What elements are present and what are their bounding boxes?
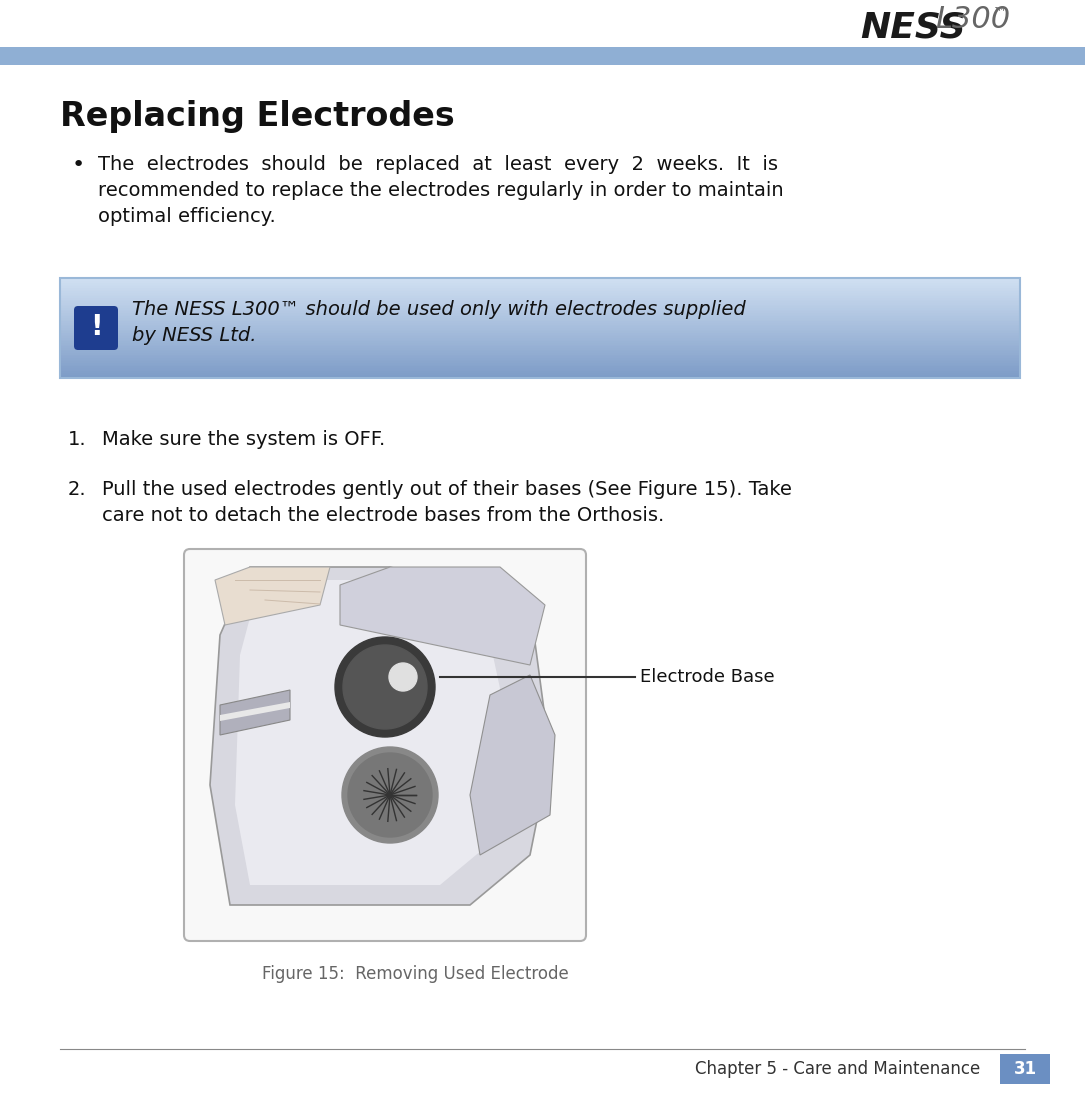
Bar: [60, 299, 1020, 302]
Bar: [60, 342, 1020, 345]
Bar: [60, 297, 1020, 299]
Bar: [60, 341, 1020, 344]
Circle shape: [342, 746, 438, 843]
Polygon shape: [220, 690, 290, 735]
Bar: [60, 359, 1020, 361]
Text: The  electrodes  should  be  replaced  at  least  every  2  weeks.  It  is: The electrodes should be replaced at lea…: [98, 155, 778, 174]
Bar: [60, 303, 1020, 305]
Bar: [60, 364, 1020, 367]
Bar: [60, 294, 1020, 296]
Bar: [60, 287, 1020, 290]
Bar: [60, 296, 1020, 298]
Bar: [60, 323, 1020, 325]
Text: •: •: [72, 155, 86, 175]
Bar: [60, 306, 1020, 308]
Bar: [0, 47, 1085, 65]
Bar: [60, 277, 1020, 280]
Text: NESS: NESS: [860, 10, 966, 44]
Circle shape: [348, 753, 432, 837]
Bar: [60, 351, 1020, 353]
Bar: [60, 327, 1020, 329]
Circle shape: [390, 663, 417, 691]
Bar: [60, 281, 1020, 283]
Text: 1.: 1.: [68, 430, 87, 449]
Bar: [60, 366, 1020, 368]
Bar: [60, 374, 1020, 377]
Bar: [1000, 1054, 1050, 1084]
Bar: [60, 335, 1020, 336]
Bar: [60, 286, 1020, 288]
Bar: [60, 333, 1020, 335]
Bar: [60, 301, 1020, 303]
Text: recommended to replace the electrodes regularly in order to maintain: recommended to replace the electrodes re…: [98, 181, 783, 200]
Text: care not to detach the electrode bases from the Orthosis.: care not to detach the electrode bases f…: [102, 506, 664, 525]
Bar: [60, 310, 1020, 313]
Text: Replacing Electrodes: Replacing Electrodes: [60, 100, 455, 133]
Bar: [60, 345, 1020, 347]
Bar: [60, 293, 1020, 295]
Text: Make sure the system is OFF.: Make sure the system is OFF.: [102, 430, 385, 449]
Bar: [60, 307, 1020, 309]
Polygon shape: [235, 580, 510, 885]
Polygon shape: [340, 567, 545, 665]
Text: 2.: 2.: [68, 480, 87, 499]
Bar: [60, 320, 1020, 323]
Polygon shape: [210, 567, 550, 905]
Bar: [60, 309, 1020, 312]
Bar: [60, 352, 1020, 355]
Bar: [60, 291, 1020, 293]
Text: by NESS Ltd.: by NESS Ltd.: [132, 326, 256, 345]
Bar: [60, 358, 1020, 360]
Text: The NESS L300™ should be used only with electrodes supplied: The NESS L300™ should be used only with …: [132, 299, 745, 319]
Bar: [60, 375, 1020, 378]
Bar: [60, 346, 1020, 348]
Bar: [60, 356, 1020, 358]
Bar: [60, 316, 1020, 318]
Text: !: !: [90, 313, 102, 341]
Bar: [60, 304, 1020, 306]
Bar: [60, 324, 1020, 326]
Bar: [60, 371, 1020, 373]
Bar: [60, 349, 1020, 351]
Bar: [60, 280, 1020, 282]
Bar: [60, 338, 1020, 340]
Bar: [60, 290, 1020, 292]
Bar: [60, 283, 1020, 285]
Polygon shape: [215, 567, 330, 625]
Text: 31: 31: [1013, 1060, 1036, 1078]
Bar: [60, 361, 1020, 363]
Text: Electrode Base: Electrode Base: [640, 668, 775, 686]
Bar: [60, 336, 1020, 338]
Bar: [60, 348, 1020, 350]
Text: ™: ™: [993, 6, 1007, 19]
Text: Pull the used electrodes gently out of their bases (See Figure 15). Take: Pull the used electrodes gently out of t…: [102, 480, 792, 499]
Text: optimal efficiency.: optimal efficiency.: [98, 207, 276, 226]
Polygon shape: [470, 675, 556, 855]
Bar: [60, 355, 1020, 357]
Bar: [60, 329, 1020, 331]
Bar: [60, 314, 1020, 316]
Bar: [60, 319, 1020, 321]
Bar: [60, 339, 1020, 341]
FancyBboxPatch shape: [184, 549, 586, 941]
Bar: [60, 362, 1020, 364]
Bar: [60, 313, 1020, 315]
Bar: [60, 372, 1020, 374]
Text: Figure 15:  Removing Used Electrode: Figure 15: Removing Used Electrode: [261, 964, 569, 983]
Bar: [60, 369, 1020, 371]
Circle shape: [343, 645, 427, 729]
Bar: [60, 326, 1020, 328]
Text: Chapter 5 - Care and Maintenance: Chapter 5 - Care and Maintenance: [694, 1060, 980, 1078]
Bar: [60, 368, 1020, 370]
FancyBboxPatch shape: [74, 306, 118, 350]
Bar: [60, 330, 1020, 333]
Circle shape: [335, 637, 435, 737]
Text: L300: L300: [935, 6, 1010, 34]
Polygon shape: [220, 702, 290, 721]
Bar: [60, 317, 1020, 319]
Bar: [60, 284, 1020, 286]
